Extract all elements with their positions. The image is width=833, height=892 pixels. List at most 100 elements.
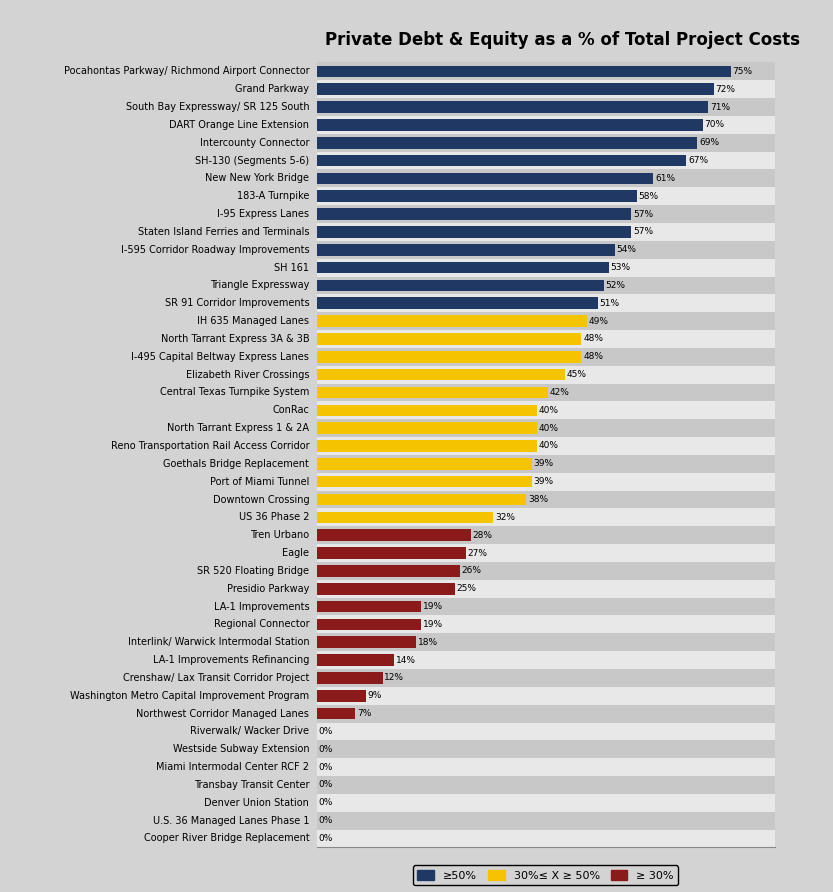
Bar [317, 598, 775, 615]
Text: Crenshaw/ Lax Transit Corridor Project: Crenshaw/ Lax Transit Corridor Project [123, 673, 309, 683]
Text: 57%: 57% [633, 227, 653, 236]
Bar [317, 227, 631, 238]
Text: I-595 Corridor Roadway Improvements: I-595 Corridor Roadway Improvements [121, 244, 309, 255]
Bar [317, 562, 775, 580]
Bar [317, 601, 421, 612]
Text: 42%: 42% [550, 388, 570, 397]
Text: Private Debt & Equity as a % of Total Project Costs: Private Debt & Equity as a % of Total Pr… [325, 31, 800, 49]
Text: 40%: 40% [539, 406, 559, 415]
Bar [317, 191, 636, 202]
Text: Triangle Expressway: Triangle Expressway [210, 280, 309, 291]
Bar [317, 530, 471, 541]
Bar [317, 66, 731, 78]
Text: Goethals Bridge Replacement: Goethals Bridge Replacement [163, 458, 309, 469]
Text: Tren Urbano: Tren Urbano [250, 530, 309, 541]
Text: DART Orange Line Extension: DART Orange Line Extension [169, 120, 309, 130]
Bar [317, 419, 775, 437]
Bar [317, 384, 775, 401]
Text: Downtown Crossing: Downtown Crossing [212, 494, 309, 505]
Bar [317, 280, 604, 292]
Text: ConRac: ConRac [272, 405, 309, 416]
Bar [317, 205, 775, 223]
Bar [317, 548, 466, 558]
Bar [317, 241, 775, 259]
Bar [317, 387, 548, 398]
Text: I-495 Capital Beltway Express Lanes: I-495 Capital Beltway Express Lanes [132, 351, 309, 362]
Bar [317, 794, 775, 812]
Bar [317, 776, 775, 794]
Bar [317, 98, 775, 116]
Bar [317, 366, 775, 384]
Text: 58%: 58% [638, 192, 658, 201]
Bar [317, 812, 775, 830]
Bar [317, 437, 775, 455]
Text: 53%: 53% [611, 263, 631, 272]
Text: Westside Subway Extension: Westside Subway Extension [172, 744, 309, 755]
Bar [317, 298, 598, 310]
Bar [317, 637, 416, 648]
Bar [317, 333, 581, 344]
Text: Elizabeth River Crossings: Elizabeth River Crossings [186, 369, 309, 380]
Text: I-95 Express Lanes: I-95 Express Lanes [217, 209, 309, 219]
Text: 48%: 48% [583, 352, 603, 361]
Text: 0%: 0% [318, 798, 332, 807]
Text: Northwest Corridor Managed Lanes: Northwest Corridor Managed Lanes [137, 708, 309, 719]
Text: 9%: 9% [368, 691, 382, 700]
Text: 48%: 48% [583, 334, 603, 343]
Bar [317, 615, 775, 633]
Text: 54%: 54% [616, 245, 636, 254]
Bar [317, 102, 708, 113]
Bar [317, 84, 714, 95]
Text: 0%: 0% [318, 745, 332, 754]
Text: 69%: 69% [699, 138, 719, 147]
Bar [317, 494, 526, 505]
Bar [317, 566, 460, 577]
Text: 28%: 28% [473, 531, 493, 540]
Text: 18%: 18% [417, 638, 437, 647]
Text: New New York Bridge: New New York Bridge [205, 173, 309, 184]
Bar [317, 62, 775, 80]
Bar [317, 441, 537, 451]
Text: Denver Union Station: Denver Union Station [204, 797, 309, 808]
Bar [317, 544, 775, 562]
Bar [317, 244, 615, 256]
Bar [317, 583, 455, 594]
Bar [317, 134, 775, 152]
Text: 45%: 45% [566, 370, 586, 379]
Text: 49%: 49% [589, 317, 609, 326]
Text: 39%: 39% [533, 459, 554, 468]
Bar [317, 758, 775, 776]
Text: 0%: 0% [318, 763, 332, 772]
Text: Grand Parkway: Grand Parkway [235, 84, 309, 95]
Bar [317, 740, 775, 758]
Text: 72%: 72% [716, 85, 736, 94]
Text: 57%: 57% [633, 210, 653, 219]
Bar [317, 476, 531, 487]
Bar [317, 708, 355, 719]
Text: US 36 Phase 2: US 36 Phase 2 [239, 512, 309, 523]
Text: 75%: 75% [732, 67, 752, 76]
Text: 0%: 0% [318, 780, 332, 789]
Bar [317, 673, 383, 683]
Bar [317, 173, 653, 185]
Text: SH-130 (Segments 5-6): SH-130 (Segments 5-6) [195, 155, 309, 166]
Text: IH 635 Managed Lanes: IH 635 Managed Lanes [197, 316, 309, 326]
Bar [317, 369, 565, 380]
Text: 0%: 0% [318, 834, 332, 843]
Bar [317, 723, 775, 740]
Bar [317, 262, 609, 273]
Text: Reno Transportation Rail Access Corridor: Reno Transportation Rail Access Corridor [111, 441, 309, 451]
Text: Pocahontas Parkway/ Richmond Airport Connector: Pocahontas Parkway/ Richmond Airport Con… [63, 66, 309, 77]
Bar [317, 687, 775, 705]
Text: 183-A Turnpike: 183-A Turnpike [237, 191, 309, 202]
Text: 25%: 25% [456, 584, 476, 593]
Text: South Bay Expressway/ SR 125 South: South Bay Expressway/ SR 125 South [126, 102, 309, 112]
Bar [317, 580, 775, 598]
Text: 71%: 71% [710, 103, 731, 112]
Text: Port of Miami Tunnel: Port of Miami Tunnel [210, 476, 309, 487]
Bar [317, 187, 775, 205]
Text: 70%: 70% [705, 120, 725, 129]
Text: Central Texas Turnpike System: Central Texas Turnpike System [160, 387, 309, 398]
Text: North Tarrant Express 1 & 2A: North Tarrant Express 1 & 2A [167, 423, 309, 434]
Text: SR 520 Floating Bridge: SR 520 Floating Bridge [197, 566, 309, 576]
